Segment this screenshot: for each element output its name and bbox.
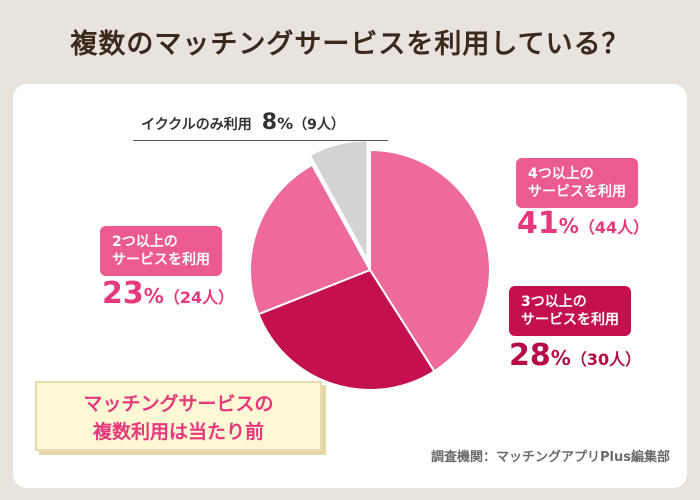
- pie-slice-2plus: [249, 163, 372, 316]
- slice-value-2plus: 23%（24人）: [102, 276, 235, 311]
- callout-box: マッチングサービスの 複数利用は当たり前: [35, 381, 322, 451]
- slice-label-3plus: 3つ以上の サービスを利用: [509, 286, 631, 336]
- slice-value-4plus: 41%（44人）: [517, 206, 650, 241]
- page-title: 複数のマッチングサービスを利用している？: [70, 29, 630, 60]
- leader-line: [133, 140, 388, 141]
- slice-label-ikukuru-only: イククルのみ利用 8%（9人）: [141, 110, 345, 135]
- slice-value-3plus: 28%（30人）: [509, 338, 642, 373]
- pie-slice-3plus: [257, 268, 436, 391]
- slice-label-2plus: 2つ以上の サービスを利用: [100, 226, 222, 276]
- source-credit: 調査機関：マッチングアプリPlus編集部: [431, 450, 670, 465]
- slice-label-4plus: 4つ以上の サービスを利用: [516, 158, 638, 208]
